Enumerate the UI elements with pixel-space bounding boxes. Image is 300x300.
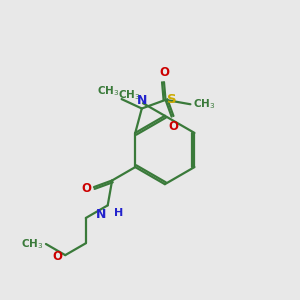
Text: N: N (96, 208, 106, 221)
Text: CH$_3$: CH$_3$ (21, 237, 44, 251)
Text: O: O (168, 120, 178, 133)
Text: H: H (114, 208, 124, 218)
Text: N: N (136, 94, 147, 107)
Text: CH$_3$: CH$_3$ (97, 84, 120, 98)
Text: S: S (167, 93, 177, 106)
Text: CH$_3$: CH$_3$ (118, 88, 141, 102)
Text: O: O (81, 182, 91, 195)
Text: O: O (159, 66, 169, 79)
Text: CH$_3$: CH$_3$ (193, 98, 215, 111)
Text: O: O (53, 250, 63, 263)
